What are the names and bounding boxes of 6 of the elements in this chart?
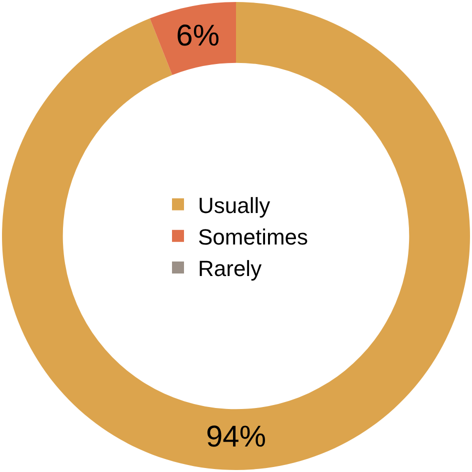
legend-label: Usually xyxy=(198,192,270,218)
legend-label: Rarely xyxy=(198,256,262,282)
donut-slice xyxy=(150,2,236,75)
data-label: 6% xyxy=(176,20,220,53)
legend-label: Sometimes xyxy=(198,224,308,250)
data-label: 94% xyxy=(206,420,266,454)
